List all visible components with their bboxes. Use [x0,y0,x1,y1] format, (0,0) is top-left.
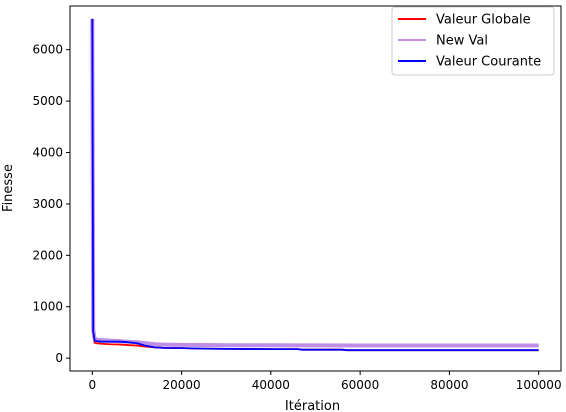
x-tick-label: 0 [88,378,96,392]
y-tick-label: 5000 [32,94,63,108]
legend-label-1: New Val [436,34,488,49]
legend-box [391,6,555,76]
y-tick-label: 1000 [32,300,63,314]
x-tick-label: 100000 [516,378,562,392]
y-tick-label: 3000 [32,197,63,211]
plot-frame [69,5,562,372]
x-tick-label: 80000 [430,378,468,392]
legend: Valeur Globale New Val Valeur Courante [391,6,555,76]
x-axis-label: Itération [285,399,340,412]
legend-label-2: Valeur Courante [436,55,541,70]
series-line-2 [91,18,539,352]
y-axis-label: Finesse [1,164,16,212]
y-tick-label: 0 [55,351,63,365]
y-tick-label: 2000 [32,248,63,262]
x-tick-label: 60000 [341,378,379,392]
x-axis: 0 20000 40000 60000 80000 100000 [88,371,562,392]
x-tick-label: 20000 [162,378,200,392]
series-line-1 [90,18,539,348]
x-tick-label: 40000 [252,378,290,392]
series-layer [90,18,539,352]
y-tick-label: 4000 [32,146,63,160]
y-tick-label: 6000 [32,43,63,57]
legend-label-0: Valeur Globale [436,13,531,28]
y-axis: 0 1000 2000 3000 4000 5000 6000 [32,43,70,365]
